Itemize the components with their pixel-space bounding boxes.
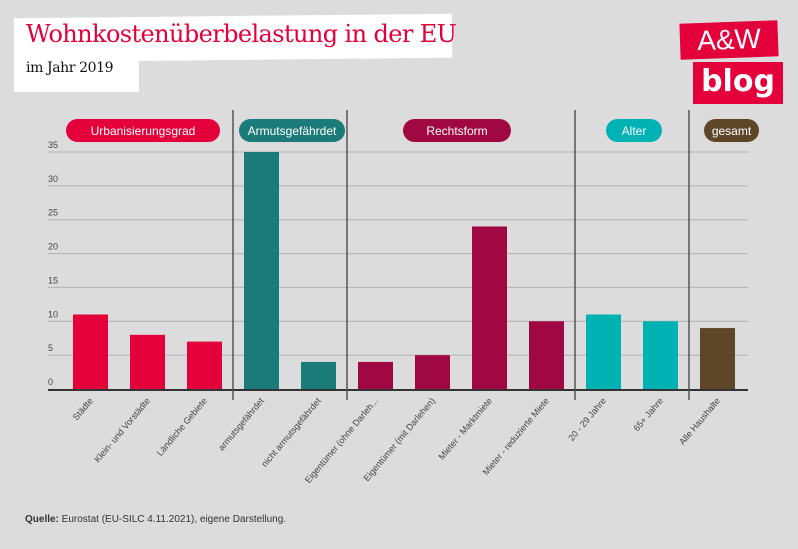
logo-blog: blog bbox=[693, 62, 783, 104]
y-tick-label: 35 bbox=[48, 140, 58, 150]
y-tick-label: 30 bbox=[48, 174, 58, 184]
y-tick-label: 25 bbox=[48, 208, 58, 218]
y-tick-label: 0 bbox=[48, 377, 53, 387]
y-tick-label: 5 bbox=[48, 343, 53, 353]
bar-5 bbox=[301, 361, 336, 389]
bar-9 bbox=[529, 321, 564, 389]
bar-1 bbox=[73, 314, 108, 389]
x-tick-label: 20 - 29 Jahre bbox=[566, 396, 608, 443]
group-label: Rechtsform bbox=[426, 124, 487, 138]
y-tick-label: 20 bbox=[48, 242, 58, 252]
y-tick-label: 10 bbox=[48, 309, 58, 319]
group-label: Armutsgefährdet bbox=[248, 124, 337, 138]
group-pill-4 bbox=[704, 119, 759, 142]
x-tick-label: Mieter - reduzierte Miete bbox=[481, 396, 551, 477]
x-tick-label: armutsgefährdet bbox=[216, 395, 266, 452]
subtitle-background bbox=[14, 52, 139, 92]
x-tick-label: 65+ Jahre bbox=[631, 396, 665, 433]
x-tick-label: Klein- und Vorstädte bbox=[92, 396, 152, 465]
bar-4 bbox=[244, 152, 279, 389]
group-pill-0 bbox=[66, 119, 220, 142]
y-tick-label: 15 bbox=[48, 275, 58, 285]
group-pill-3 bbox=[606, 119, 662, 142]
bar-2 bbox=[130, 334, 165, 389]
source-text: Eurostat (EU-SILC 4.11.2021), eigene Dar… bbox=[58, 514, 287, 525]
bar-11 bbox=[643, 321, 678, 389]
bar-12 bbox=[700, 328, 735, 389]
x-tick-label: nicht armutsgefährdet bbox=[259, 395, 323, 468]
group-label: gesamt bbox=[712, 124, 752, 138]
x-tick-label: Alle Haushalte bbox=[677, 396, 722, 447]
bar-10 bbox=[586, 314, 621, 389]
group-pill-2 bbox=[403, 119, 511, 142]
group-pill-1 bbox=[239, 119, 345, 142]
source-label: Quelle: bbox=[25, 514, 59, 525]
x-tick-label: Ländliche Gebiete bbox=[155, 396, 209, 458]
chart-title: Wohnkostenüberbelastung in der EU bbox=[26, 20, 457, 48]
bar-3 bbox=[187, 341, 222, 389]
bar-6 bbox=[358, 361, 393, 389]
bar-8 bbox=[472, 226, 507, 389]
group-label: Alter bbox=[622, 124, 647, 138]
source-note: Quelle: Eurostat (EU-SILC 4.11.2021), ei… bbox=[25, 514, 286, 525]
x-tick-label: Mieter - Marktmiete bbox=[437, 396, 494, 462]
x-tick-label: Städte bbox=[71, 396, 95, 422]
group-label: Urbanisierungsgrad bbox=[91, 124, 196, 138]
bar-7 bbox=[415, 355, 450, 389]
chart-subtitle: im Jahr 2019 bbox=[26, 60, 114, 76]
